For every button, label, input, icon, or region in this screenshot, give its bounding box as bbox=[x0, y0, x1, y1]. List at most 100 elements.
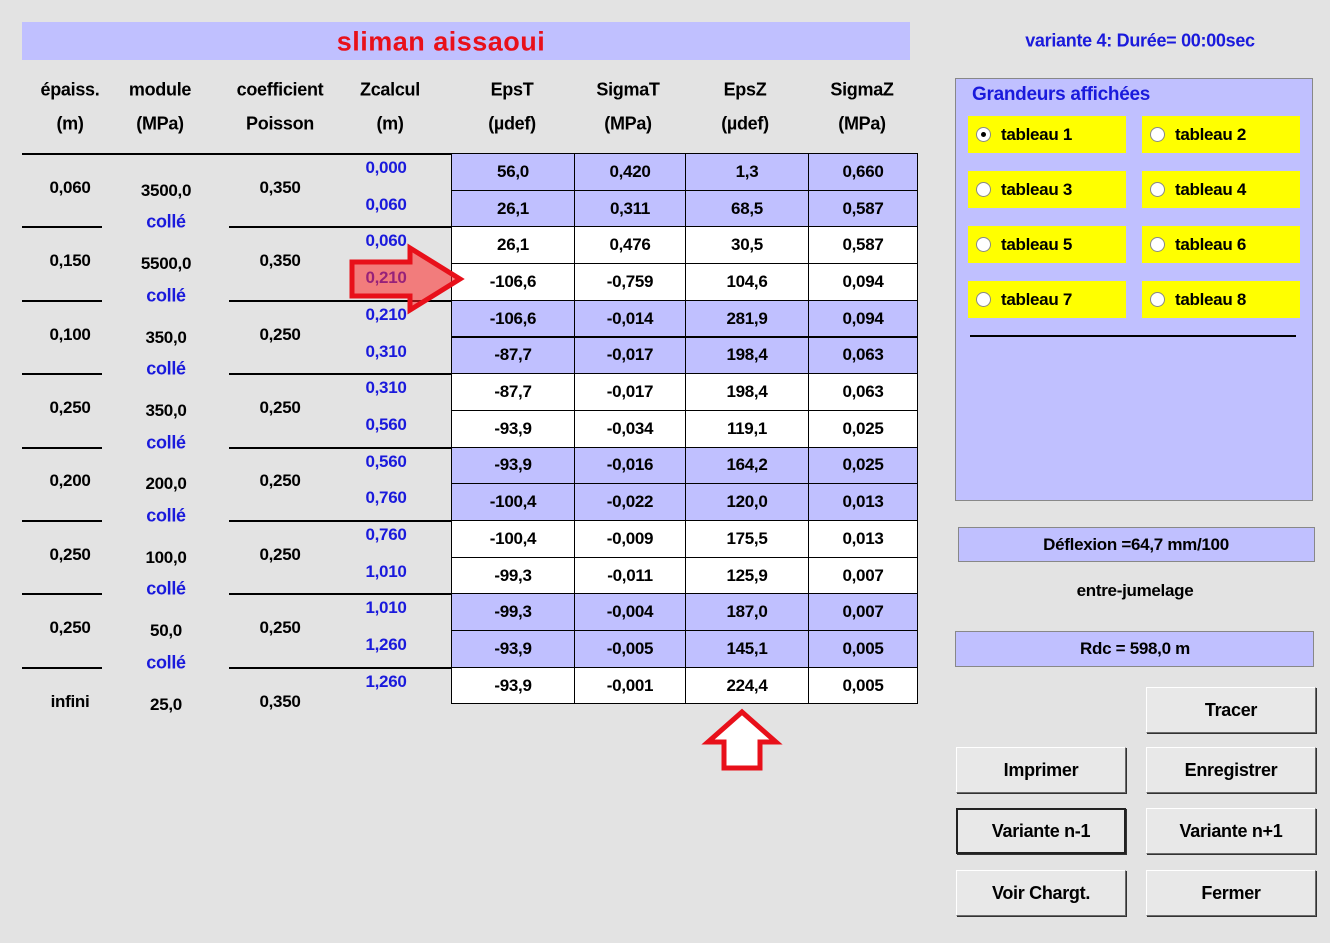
zcalcul-value: 0,760 bbox=[365, 488, 407, 508]
button[interactable]: Voir Chargt. bbox=[956, 870, 1126, 916]
result-cell: -0,014 bbox=[574, 299, 686, 338]
layer-poisson: 0,350 bbox=[259, 177, 301, 197]
result-cell: 0,094 bbox=[808, 263, 918, 301]
radio-button[interactable] bbox=[1150, 182, 1165, 197]
layer-thickness: 0,250 bbox=[49, 397, 91, 417]
result-cell: 120,0 bbox=[685, 483, 809, 521]
column-header-unit: (MPa) bbox=[604, 113, 652, 134]
result-cell: 104,6 bbox=[685, 263, 809, 301]
radio-button[interactable] bbox=[976, 292, 991, 307]
zcalcul-value: 0,000 bbox=[365, 158, 407, 177]
radio-option[interactable]: tableau 8 bbox=[1142, 281, 1300, 318]
column-header: épaiss. bbox=[40, 79, 100, 100]
layer-poisson: 0,250 bbox=[259, 618, 301, 638]
radio-option[interactable]: tableau 5 bbox=[968, 226, 1126, 263]
zcalcul-value: 1,010 bbox=[365, 561, 407, 581]
radio-option[interactable]: tableau 7 bbox=[968, 281, 1126, 318]
layer-separator bbox=[229, 226, 451, 229]
result-cell: 1,3 bbox=[685, 153, 809, 191]
button[interactable]: Enregistrer bbox=[1146, 747, 1316, 793]
button[interactable]: Variante n+1 bbox=[1146, 808, 1316, 854]
result-cell: 26,1 bbox=[451, 226, 575, 265]
zcalcul-value: 0,560 bbox=[365, 451, 407, 471]
title-bar bbox=[22, 22, 910, 60]
layer-thickness: 0,250 bbox=[49, 618, 91, 638]
result-cell: 0,420 bbox=[574, 153, 686, 191]
radio-option[interactable]: tableau 1 bbox=[968, 116, 1126, 153]
layer-poisson: 0,250 bbox=[259, 471, 301, 491]
layer-separator bbox=[229, 520, 451, 522]
layer-poisson: 0,250 bbox=[259, 544, 301, 564]
radio-button[interactable] bbox=[976, 237, 991, 252]
layer-poisson: 0,250 bbox=[259, 324, 301, 344]
layer-interface: collé bbox=[146, 211, 186, 232]
zcalcul-value: 0,060 bbox=[365, 231, 407, 251]
radio-button[interactable] bbox=[976, 182, 991, 197]
result-cell: 198,4 bbox=[685, 336, 809, 375]
button[interactable]: Fermer bbox=[1146, 870, 1316, 916]
result-cell: -93,9 bbox=[451, 446, 575, 485]
up-arrow bbox=[701, 708, 783, 771]
radio-option[interactable]: tableau 6 bbox=[1142, 226, 1300, 263]
radio-option[interactable]: tableau 3 bbox=[968, 171, 1126, 208]
layer-thickness: 0,250 bbox=[49, 544, 91, 564]
rdc-box bbox=[955, 631, 1314, 667]
radio-button[interactable] bbox=[976, 127, 991, 142]
layer-poisson: 0,350 bbox=[259, 251, 301, 271]
result-cell: -93,9 bbox=[451, 409, 575, 448]
column-header-unit: (µdef) bbox=[488, 113, 536, 134]
result-cell: 0,063 bbox=[808, 373, 918, 411]
result-cell: 26,1 bbox=[451, 189, 575, 228]
zcalcul-value: 1,260 bbox=[365, 635, 407, 655]
zcalcul-value: 0,560 bbox=[365, 414, 407, 434]
option-label: tableau 2 bbox=[1175, 124, 1246, 144]
column-header-unit: (MPa) bbox=[136, 113, 184, 134]
layer-interface: collé bbox=[146, 358, 186, 379]
option-label: tableau 8 bbox=[1175, 289, 1246, 309]
result-cell: 187,0 bbox=[685, 593, 809, 632]
result-cell: 0,013 bbox=[808, 483, 918, 521]
result-cell: 30,5 bbox=[685, 226, 809, 265]
button[interactable]: Variante n-1 bbox=[956, 808, 1126, 854]
result-cell: 0,025 bbox=[808, 409, 918, 448]
button[interactable]: Imprimer bbox=[956, 747, 1126, 793]
radio-button[interactable] bbox=[1150, 127, 1165, 142]
option-label: tableau 7 bbox=[1001, 289, 1072, 309]
title: sliman aissaoui bbox=[336, 26, 546, 57]
result-cell: 198,4 bbox=[685, 373, 809, 411]
result-cell: -0,001 bbox=[574, 666, 686, 705]
result-cell: -99,3 bbox=[451, 556, 575, 595]
result-cell: 0,660 bbox=[808, 153, 918, 191]
layer-interface: collé bbox=[146, 285, 186, 306]
result-cell: 0,094 bbox=[808, 299, 918, 338]
radio-option[interactable]: tableau 4 bbox=[1142, 171, 1300, 208]
layer-thickness: 0,060 bbox=[49, 177, 91, 197]
radio-button[interactable] bbox=[1150, 237, 1165, 252]
result-cell: 175,5 bbox=[685, 520, 809, 558]
result-cell: 56,0 bbox=[451, 153, 575, 191]
result-cell: 125,9 bbox=[685, 556, 809, 595]
option-label: tableau 4 bbox=[1175, 179, 1246, 199]
layer-separator bbox=[22, 520, 102, 522]
radio-option[interactable]: tableau 2 bbox=[1142, 116, 1300, 153]
column-header: SigmaZ bbox=[830, 79, 894, 100]
result-cell: -99,3 bbox=[451, 593, 575, 632]
layer-module: 100,0 bbox=[145, 547, 187, 567]
result-cell: -0,005 bbox=[574, 630, 686, 668]
layer-module: 350,0 bbox=[145, 327, 187, 347]
result-cell: -0,759 bbox=[574, 263, 686, 301]
result-cell: -0,009 bbox=[574, 520, 686, 558]
layer-separator bbox=[229, 593, 451, 596]
result-cell: 0,063 bbox=[808, 336, 918, 375]
layer-interface: collé bbox=[146, 652, 186, 673]
result-cell: -0,004 bbox=[574, 593, 686, 632]
radio-button[interactable] bbox=[1150, 292, 1165, 307]
result-cell: -93,9 bbox=[451, 666, 575, 705]
zcalcul-value: 0,310 bbox=[365, 341, 407, 361]
column-header: module bbox=[128, 79, 192, 100]
button[interactable]: Tracer bbox=[1146, 687, 1316, 733]
result-cell: 0,587 bbox=[808, 189, 918, 228]
result-cell: -93,9 bbox=[451, 630, 575, 668]
result-cell: -0,017 bbox=[574, 373, 686, 411]
